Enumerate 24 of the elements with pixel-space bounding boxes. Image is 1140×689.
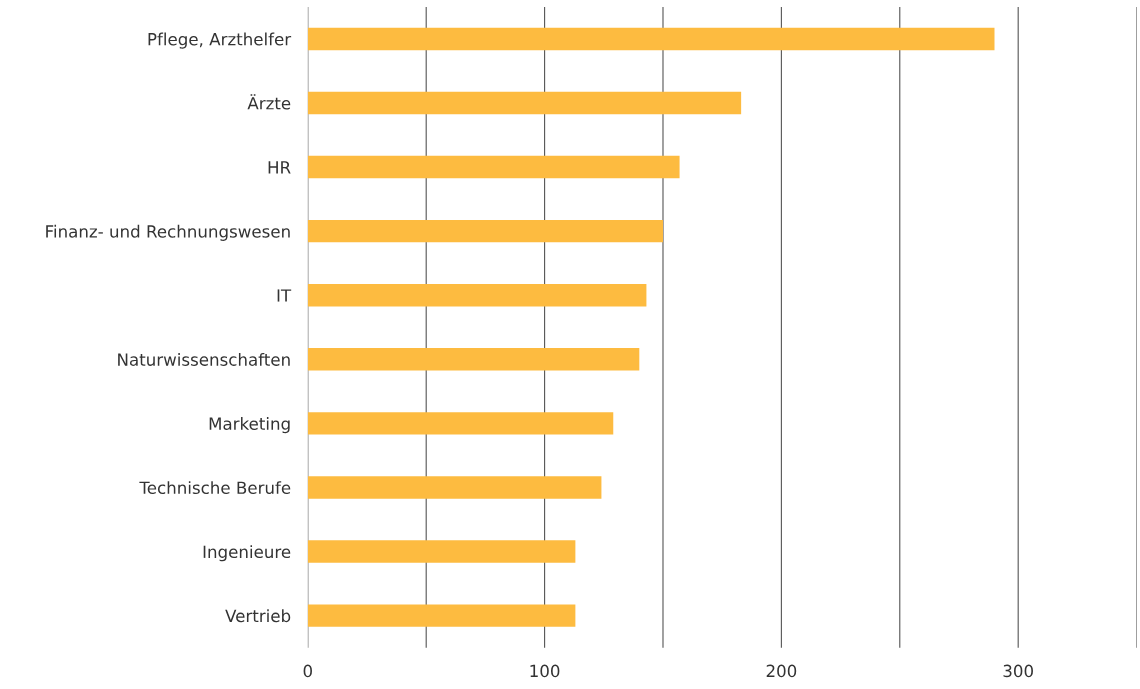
- y-tick-label: Marketing: [209, 417, 290, 434]
- y-tick-label: HR: [268, 161, 291, 174]
- y-tick-label: Ärzte: [247, 94, 291, 110]
- y-tick-label: Finanz- und Rechnungswesen: [46, 224, 290, 241]
- y-tick-label: Pflege, Arzthelfer: [148, 32, 292, 49]
- bar: [307, 219, 663, 243]
- bar: [307, 540, 576, 563]
- bar: [307, 604, 576, 627]
- bar: [307, 284, 647, 307]
- x-tick-label: 0: [303, 664, 312, 678]
- bar: [307, 155, 680, 179]
- y-tick-label: Vertrieb: [225, 609, 291, 623]
- x-tick-label: 200: [766, 664, 797, 678]
- x-tick-label: 100: [530, 664, 560, 678]
- bar: [307, 91, 742, 115]
- y-tick-label: IT: [277, 289, 292, 302]
- y-tick-label: Technische Berufe: [139, 481, 291, 495]
- y-tick-label: Ingenieure: [203, 545, 291, 562]
- bar: [307, 348, 640, 371]
- x-tick-label: 300: [1003, 664, 1033, 678]
- y-tick-label: Naturwissenschaften: [118, 352, 290, 366]
- bar: [307, 476, 602, 499]
- bar: [307, 27, 995, 51]
- bar: [307, 412, 614, 435]
